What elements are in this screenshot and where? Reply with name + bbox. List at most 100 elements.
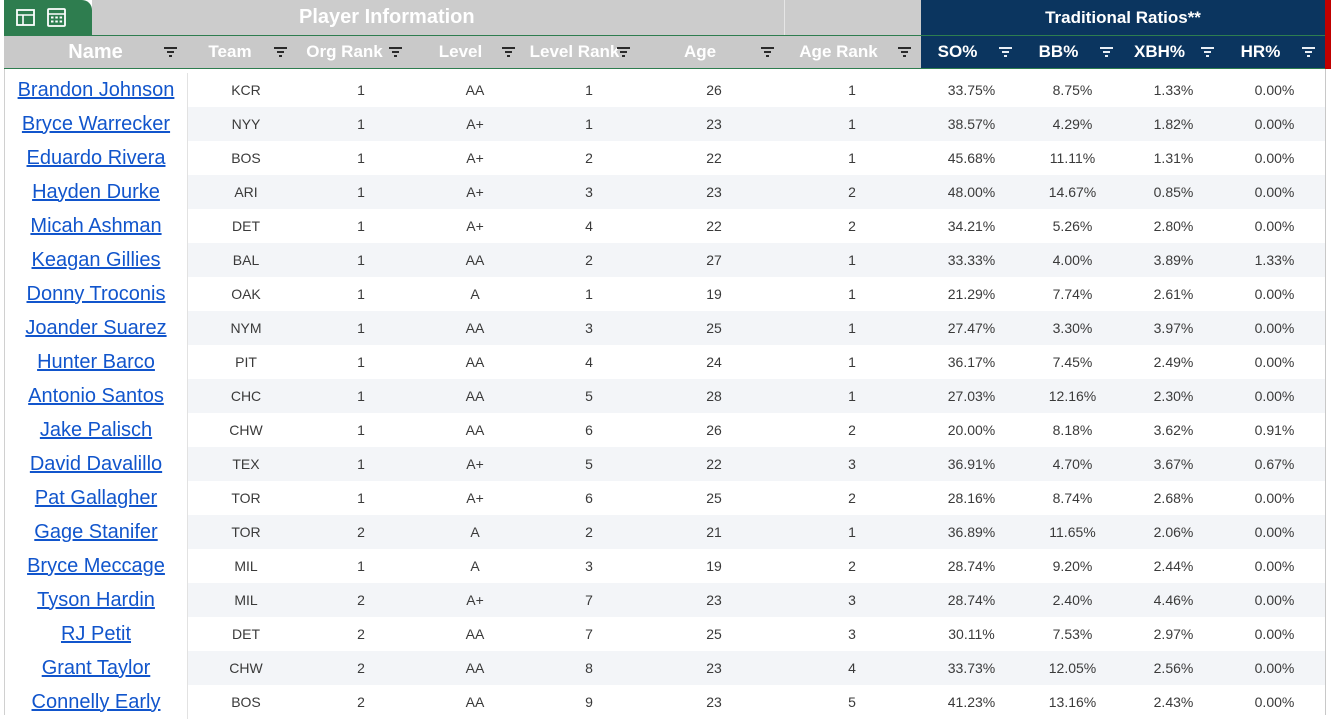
column-header-age[interactable]: Age — [640, 36, 784, 68]
player-name-link[interactable]: Gage Stanifer — [5, 515, 188, 549]
filter-icon[interactable] — [274, 47, 287, 57]
player-name-link[interactable]: Grant Taylor — [5, 651, 188, 685]
column-header-label: BB% — [1038, 42, 1079, 61]
xbh-pct-cell: 2.80% — [1153, 218, 1194, 234]
bb-pct-cell: 4.29% — [1052, 116, 1093, 132]
player-name-link[interactable]: Tyson Hardin — [5, 583, 188, 617]
filter-icon[interactable] — [999, 47, 1012, 57]
level-rank-cell: 4 — [585, 354, 593, 370]
column-header-label: Age — [683, 42, 717, 61]
player-name-link[interactable]: RJ Petit — [5, 617, 188, 651]
xbh-pct-cell: 1.33% — [1153, 82, 1194, 98]
bb-pct-cell: 7.74% — [1052, 286, 1093, 302]
age-cell: 26 — [706, 82, 722, 98]
player-name-link[interactable]: Donny Troconis — [5, 277, 188, 311]
so-pct-cell: 27.47% — [947, 320, 996, 336]
level-rank-cell: 3 — [585, 184, 593, 200]
column-header-name[interactable]: Name — [4, 36, 187, 68]
level-rank-cell: 6 — [585, 490, 593, 506]
player-name-link[interactable]: Hayden Durke — [5, 175, 188, 209]
column-header-level-rank[interactable]: Level Rank — [525, 36, 640, 68]
filter-icon[interactable] — [389, 47, 402, 57]
filter-icon[interactable] — [1302, 47, 1315, 57]
column-header-xbh-pct[interactable]: XBH% — [1123, 36, 1224, 68]
filter-icon[interactable] — [1201, 47, 1214, 57]
level-cell: A+ — [466, 218, 484, 234]
level-rank-cell: 2 — [585, 150, 593, 166]
player-name-link[interactable]: Pat Gallagher — [5, 481, 188, 515]
level-cell: AA — [465, 694, 485, 710]
so-pct-cell: 38.57% — [947, 116, 996, 132]
level-rank-cell: 5 — [585, 456, 593, 472]
table-row: Tyson Hardin MIL 2 A+ 7 23 3 28.74% 2.40% 4.46% 0.… — [5, 583, 1325, 617]
age-rank-cell: 2 — [848, 218, 856, 234]
filter-icon[interactable] — [761, 47, 774, 57]
team-cell: MIL — [234, 558, 258, 574]
org-rank-cell: 2 — [357, 660, 365, 676]
team-cell: CHW — [229, 660, 263, 676]
player-name-link[interactable]: Micah Ashman — [5, 209, 188, 243]
team-cell: KCR — [231, 82, 261, 98]
column-header-org-rank[interactable]: Org Rank — [297, 36, 412, 68]
calculator-icon[interactable] — [47, 8, 66, 27]
org-rank-cell: 1 — [357, 388, 365, 404]
player-table-body: Brandon Johnson KCR 1 AA 1 26 1 33.75% 8.75% 1.33… — [5, 73, 1325, 719]
org-rank-cell: 1 — [357, 252, 365, 268]
org-rank-cell: 1 — [357, 558, 365, 574]
org-rank-cell: 2 — [357, 524, 365, 540]
player-name-link[interactable]: Eduardo Rivera — [5, 141, 188, 175]
player-name-link[interactable]: Keagan Gillies — [5, 243, 188, 277]
column-header-so-pct[interactable]: SO% — [921, 36, 1022, 68]
player-name-link[interactable]: Bryce Meccage — [5, 549, 188, 583]
xbh-pct-cell: 1.82% — [1153, 116, 1194, 132]
table-row: Connelly Early BOS 2 AA 9 23 5 41.23% 13.16% 2.43… — [5, 685, 1325, 719]
org-rank-cell: 1 — [357, 286, 365, 302]
age-cell: 25 — [706, 626, 722, 642]
so-pct-cell: 36.91% — [947, 456, 996, 472]
xbh-pct-cell: 4.46% — [1153, 592, 1194, 608]
player-name-link[interactable]: Hunter Barco — [5, 345, 188, 379]
level-cell: AA — [465, 354, 485, 370]
so-pct-cell: 41.23% — [947, 694, 996, 710]
player-name-link[interactable]: David Davalillo — [5, 447, 188, 481]
hr-pct-cell: 0.00% — [1254, 116, 1295, 132]
column-header-level[interactable]: Level — [412, 36, 525, 68]
team-cell: CHW — [229, 422, 263, 438]
bb-pct-cell: 2.40% — [1052, 592, 1093, 608]
age-rank-cell: 3 — [848, 626, 856, 642]
so-pct-cell: 45.68% — [947, 150, 996, 166]
grid-right-border — [1325, 69, 1326, 715]
column-header-label: Team — [208, 42, 252, 61]
age-rank-cell: 2 — [848, 558, 856, 574]
filter-icon[interactable] — [898, 47, 911, 57]
org-rank-cell: 1 — [357, 184, 365, 200]
column-header-team[interactable]: Team — [187, 36, 297, 68]
xbh-pct-cell: 3.67% — [1153, 456, 1194, 472]
xbh-pct-cell: 1.31% — [1153, 150, 1194, 166]
column-header-bb-pct[interactable]: BB% — [1022, 36, 1123, 68]
column-header-label: Age Rank — [799, 42, 878, 61]
filter-icon[interactable] — [164, 47, 177, 57]
table-icon[interactable] — [16, 9, 35, 26]
hr-pct-cell: 0.00% — [1254, 218, 1295, 234]
org-rank-cell: 1 — [357, 456, 365, 472]
column-header-label: Org Rank — [306, 42, 383, 61]
player-name-link[interactable]: Connelly Early — [5, 685, 188, 719]
player-name-link[interactable]: Jake Palisch — [5, 413, 188, 447]
column-header-hr-pct[interactable]: HR% — [1224, 36, 1325, 68]
so-pct-cell: 21.29% — [947, 286, 996, 302]
level-rank-cell: 6 — [585, 422, 593, 438]
filter-icon[interactable] — [1100, 47, 1113, 57]
bb-pct-cell: 9.20% — [1052, 558, 1093, 574]
age-rank-cell: 3 — [848, 456, 856, 472]
traditional-ratios-group-header: Traditional Ratios** — [921, 0, 1325, 35]
player-name-link[interactable]: Joander Suarez — [5, 311, 188, 345]
age-cell: 22 — [706, 150, 722, 166]
filter-icon[interactable] — [502, 47, 515, 57]
column-header-age-rank[interactable]: Age Rank — [784, 36, 921, 68]
player-name-link[interactable]: Bryce Warrecker — [5, 107, 188, 141]
filter-icon[interactable] — [617, 47, 630, 57]
age-rank-cell: 1 — [848, 116, 856, 132]
player-name-link[interactable]: Antonio Santos — [5, 379, 188, 413]
player-name-link[interactable]: Brandon Johnson — [5, 73, 188, 107]
